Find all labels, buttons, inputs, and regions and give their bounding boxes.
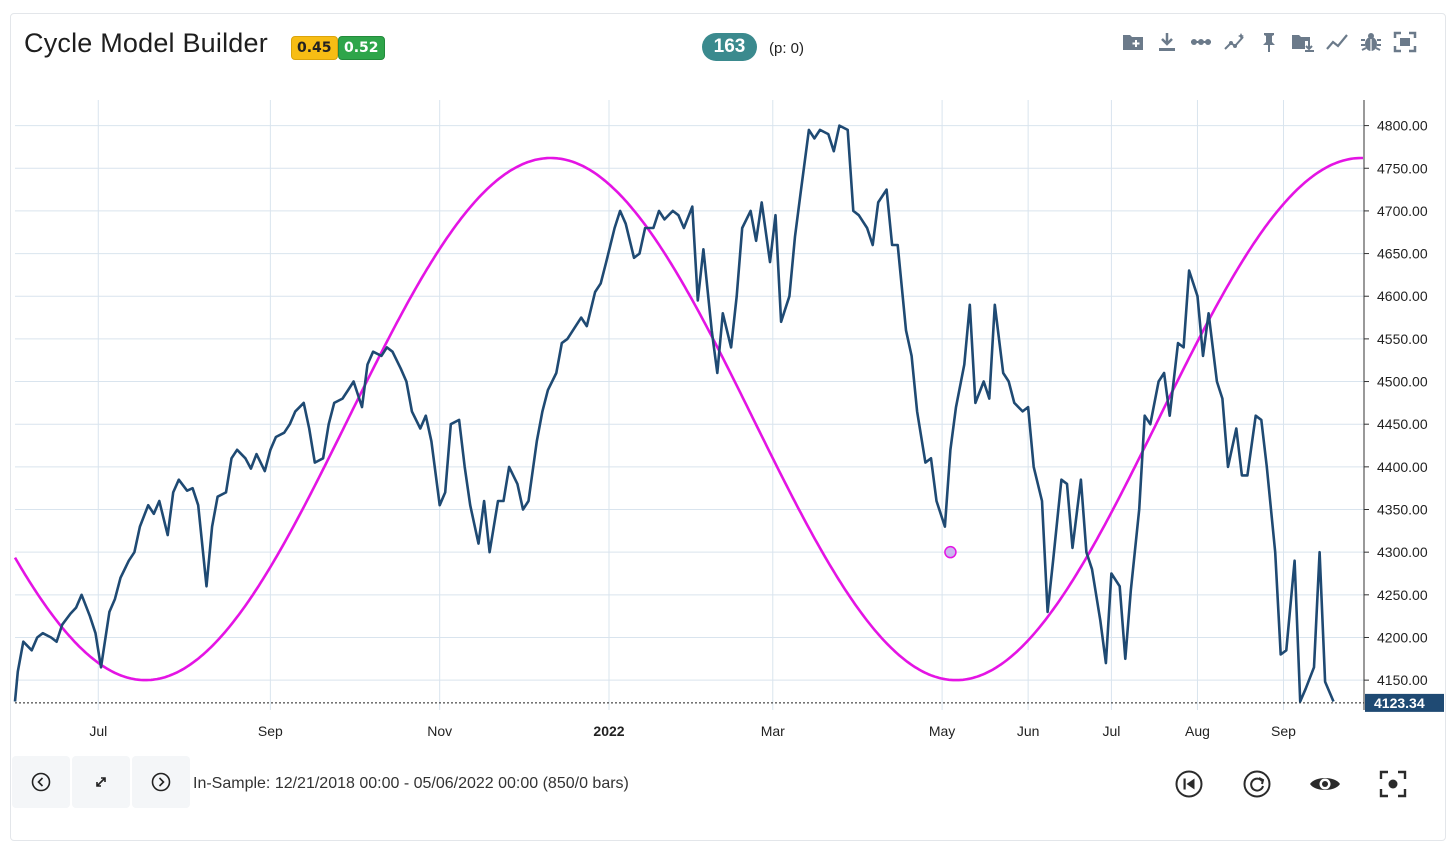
chevron-right-icon [151, 772, 171, 792]
folder-download-button[interactable] [1288, 28, 1318, 56]
cycle-p-value: (p: 0) [769, 40, 805, 57]
scroll-right-button[interactable] [132, 756, 190, 808]
line-chart-icon [1326, 34, 1348, 50]
folder-add-button[interactable] [1118, 28, 1148, 56]
skip-back-button[interactable] [1172, 767, 1206, 801]
y-tick-label: 4650.00 [1377, 246, 1428, 262]
price-series-line [13, 124, 1335, 703]
download-button[interactable] [1152, 28, 1182, 56]
score-badge-yellow: 0.45 [291, 36, 338, 60]
trend-markers-icon [1224, 33, 1244, 50]
eye-icon [1310, 778, 1340, 790]
line-chart-button[interactable] [1322, 28, 1352, 56]
y-tick-label: 4500.00 [1377, 374, 1428, 390]
cycle-series-line [13, 156, 1363, 682]
refresh-button[interactable] [1240, 767, 1274, 801]
folder-add-icon [1123, 35, 1143, 50]
x-tick-label: Nov [427, 723, 452, 739]
folder-download-icon [1292, 35, 1314, 52]
current-bar-marker[interactable] [944, 545, 957, 559]
x-tick-label: Jun [1017, 723, 1040, 739]
bug-button[interactable] [1356, 28, 1386, 56]
pin-button[interactable] [1254, 28, 1284, 56]
chart-toolbar [1118, 28, 1420, 56]
chevron-left-icon [31, 772, 51, 792]
expand-icon [96, 777, 106, 787]
pin-icon [1263, 33, 1275, 52]
score-badge-green: 0.52 [338, 36, 385, 60]
playback-controls [1172, 767, 1410, 801]
x-tick-label: May [929, 723, 955, 739]
y-tick-label: 4700.00 [1377, 203, 1428, 219]
y-tick-label: 4150.00 [1377, 672, 1428, 688]
y-tick-label: 4750.00 [1377, 160, 1428, 176]
last-price-label-bg [1365, 693, 1444, 712]
last-price-label: 4123.34 [1374, 695, 1425, 711]
in-sample-range: In-Sample: 12/21/2018 00:00 - 05/06/2022… [193, 775, 629, 792]
page-title: Cycle Model Builder [24, 28, 268, 58]
x-tick-label: Aug [1185, 723, 1210, 739]
y-tick-label: 4550.00 [1377, 331, 1428, 347]
visibility-button[interactable] [1308, 767, 1342, 801]
dots-line-button[interactable] [1186, 28, 1216, 56]
fullscreen-button[interactable] [1390, 28, 1420, 56]
refresh-icon [1243, 770, 1271, 798]
y-tick-label: 4450.00 [1377, 416, 1428, 432]
y-tick-label: 4250.00 [1377, 587, 1428, 603]
focus-button[interactable] [1376, 767, 1410, 801]
y-tick-label: 4350.00 [1377, 502, 1428, 518]
dots-line-icon [1191, 39, 1211, 45]
fullscreen-icon [1393, 31, 1417, 53]
skip-back-icon [1175, 770, 1203, 798]
y-tick-label: 4300.00 [1377, 544, 1428, 560]
expand-button[interactable] [72, 756, 130, 808]
x-tick-label: Jul [89, 723, 107, 739]
x-tick-label: Sep [1271, 723, 1296, 739]
bug-icon [1361, 33, 1381, 51]
cycle-chart[interactable]: 4150.00 4200.00 4250.00 4300.00 4350.00 4400.… [0, 0, 1456, 760]
focus-icon [1379, 770, 1407, 798]
chart-nav-group [12, 756, 190, 808]
y-tick-label: 4200.00 [1377, 629, 1428, 645]
cycle-count-pill: 163 [702, 33, 757, 61]
y-tick-label: 4600.00 [1377, 288, 1428, 304]
x-tick-label: 2022 [593, 723, 624, 739]
x-tick-label: Mar [761, 723, 785, 739]
y-tick-label: 4800.00 [1377, 118, 1428, 134]
y-tick-label: 4400.00 [1377, 459, 1428, 475]
trend-markers-button[interactable] [1220, 28, 1250, 56]
scroll-left-button[interactable] [12, 756, 70, 808]
x-tick-label: Sep [258, 723, 283, 739]
download-icon [1159, 33, 1175, 51]
x-tick-label: Jul [1102, 723, 1120, 739]
